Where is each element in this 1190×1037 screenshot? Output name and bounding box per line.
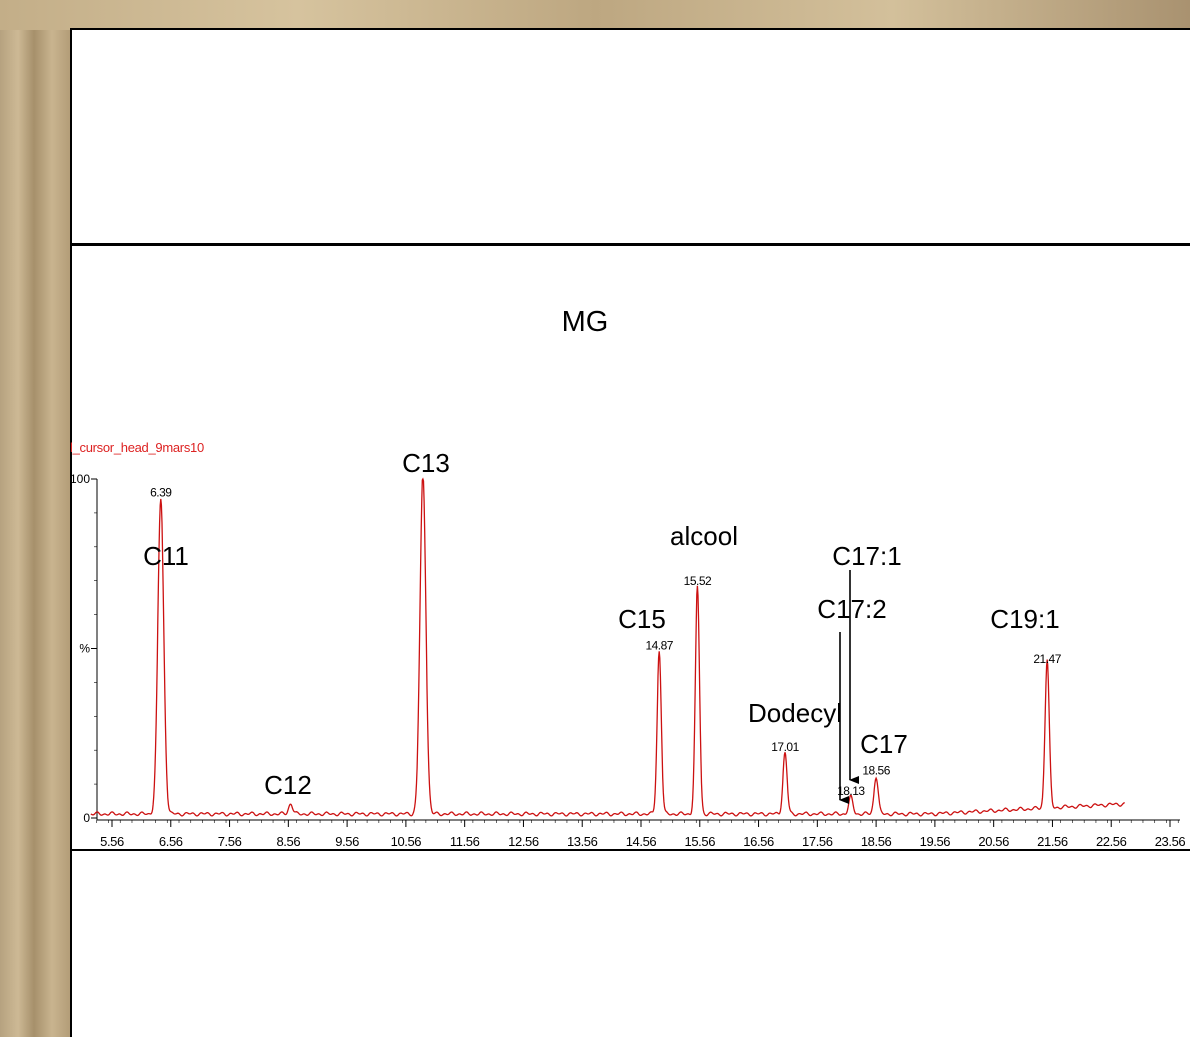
slide-paper	[70, 28, 1190, 1037]
peak-rt-label: 21.47	[1033, 652, 1061, 666]
y-tick-label: 0	[83, 811, 90, 825]
chart-title: MG	[561, 306, 609, 338]
x-tick-label: 15.56	[685, 834, 716, 849]
compound-label: alcool	[670, 521, 738, 551]
x-tick-label: 19.56	[920, 834, 951, 849]
y-tick-label: 100	[70, 472, 90, 486]
x-tick-label: 12.56	[508, 834, 539, 849]
x-tick-label: 17.56	[802, 834, 833, 849]
x-tick-label: 11.56	[450, 834, 480, 849]
peak-rt-label: 18.56	[862, 764, 890, 778]
divider-bottom	[70, 849, 1190, 851]
peak-rt-label: 18.13	[837, 784, 865, 798]
x-tick-label: 5.56	[100, 834, 124, 849]
chromatogram-trace	[90, 477, 1125, 817]
x-tick-label: 21.56	[1037, 834, 1068, 849]
x-tick-label: 20.56	[978, 834, 1009, 849]
compound-label: C19:1	[990, 604, 1059, 634]
compound-label: C13	[402, 448, 450, 478]
x-tick-label: 13.56	[567, 834, 598, 849]
compound-label: C11	[143, 541, 189, 571]
peak-rt-label: 17.01	[771, 740, 799, 754]
chromatogram-file-label: l_cursor_head_9mars10	[70, 440, 204, 455]
x-tick-label: 22.56	[1096, 834, 1127, 849]
compound-label: C15	[618, 604, 666, 634]
background-strip	[0, 0, 1190, 30]
compound-label: Dodecyl	[748, 698, 842, 728]
divider-top	[70, 243, 1190, 246]
peak-rt-label: 14.87	[645, 638, 673, 652]
peak-rt-label: 6.39	[150, 486, 172, 500]
x-tick-label: 8.56	[276, 834, 300, 849]
peak-rt-label: 15.52	[684, 574, 712, 588]
x-tick-label: 23.56	[1155, 834, 1186, 849]
compound-label: C17	[860, 729, 908, 759]
y-tick-label: %	[79, 642, 90, 656]
x-tick-label: 7.56	[218, 834, 242, 849]
x-tick-label: 18.56	[861, 834, 892, 849]
compound-label: C17:1	[832, 541, 901, 571]
compound-label: C17:2	[817, 594, 886, 624]
x-tick-label: 6.56	[159, 834, 183, 849]
compound-label: C12	[264, 770, 312, 800]
x-tick-label: 10.56	[391, 834, 422, 849]
x-tick-label: 9.56	[335, 834, 359, 849]
x-tick-label: 16.56	[743, 834, 774, 849]
x-tick-label: 14.56	[626, 834, 657, 849]
